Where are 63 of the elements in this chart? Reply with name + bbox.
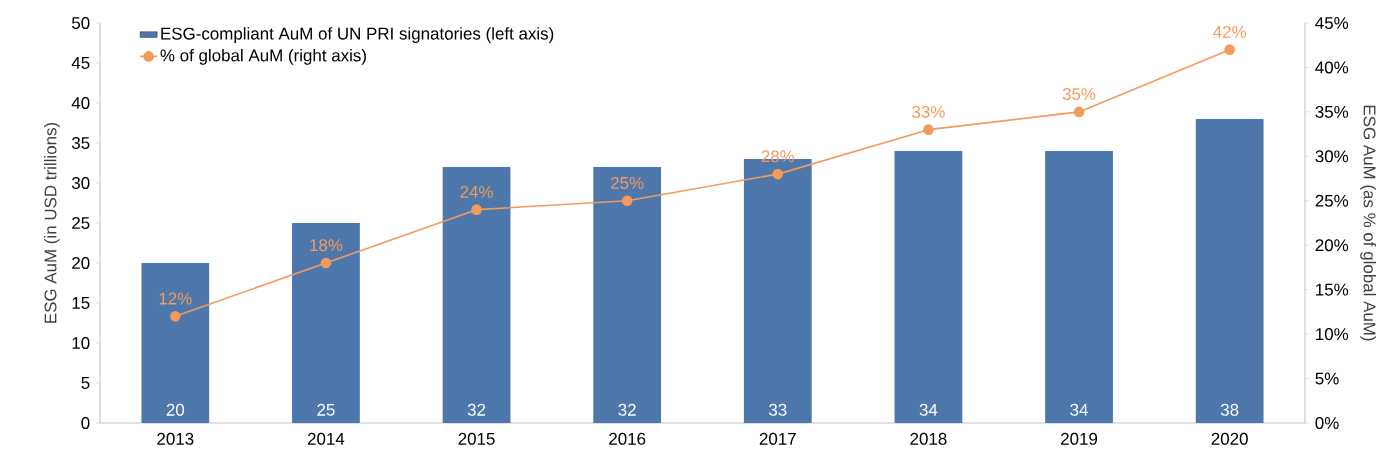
- y-tick-label: 30: [71, 177, 90, 189]
- point: [1073, 106, 1085, 118]
- legend-label: % of global AuM (right axis): [160, 48, 366, 65]
- y2-tick-label: 15%: [1316, 283, 1349, 296]
- y2-tick-label: 45%: [1315, 17, 1349, 29]
- data-label: 25: [317, 403, 335, 416]
- x-tick-label: 2018: [910, 432, 947, 445]
- data-label: 20: [166, 403, 185, 416]
- bar: [1195, 119, 1264, 423]
- y2-tick-label: 20%: [1315, 239, 1349, 252]
- data-label: 32: [467, 403, 486, 416]
- data-label: 42%: [1213, 25, 1246, 38]
- x-tick-label: 2014: [307, 432, 345, 445]
- y2-tick-label: 40%: [1315, 61, 1349, 74]
- data-label: 35%: [1062, 88, 1096, 101]
- y-tick-label: 15: [72, 297, 90, 309]
- x-tick-label: 2019: [1061, 432, 1098, 445]
- y2-axis-title: ESG AuM (as % of global AuM): [1360, 105, 1376, 341]
- x-tick-label: 2016: [609, 432, 646, 445]
- y2-tick-label: 30%: [1315, 150, 1349, 163]
- bar: [141, 263, 210, 423]
- x-tick-label: 2017: [759, 432, 796, 445]
- data-label: 12%: [159, 292, 192, 305]
- point: [621, 195, 633, 207]
- legend-label: ESG-compliant AuM of UN PRI signatories (left axis): [161, 27, 554, 43]
- point: [320, 257, 332, 269]
- data-label: 33: [769, 403, 787, 416]
- point: [170, 311, 181, 322]
- y2-tick-label: 10%: [1316, 328, 1349, 341]
- y2-tick-label: 25%: [1315, 194, 1349, 207]
- y2-tick-label: 5%: [1315, 372, 1339, 385]
- y-tick-label: 10: [72, 337, 90, 349]
- data-label: 33%: [912, 105, 945, 118]
- y-tick-label: 20: [72, 257, 90, 269]
- data-label: 24%: [460, 185, 493, 198]
- y-tick-label: 40: [71, 97, 90, 109]
- bar: [442, 167, 511, 423]
- point: [1224, 44, 1235, 55]
- y-tick-label: 45: [71, 57, 90, 69]
- x-tick-label: 2015: [458, 432, 495, 445]
- y2-tick-label: 0%: [1315, 417, 1339, 429]
- bar: [292, 223, 360, 423]
- y-axis-title: ESG AuM (in USD trillions): [44, 122, 60, 323]
- bar: [593, 167, 662, 423]
- point: [471, 204, 482, 215]
- bar: [894, 151, 963, 423]
- point: [772, 168, 784, 180]
- y-tick-label: 50: [71, 17, 90, 29]
- y2-tick-label: 35%: [1315, 105, 1349, 118]
- y-tick-label: 35: [71, 137, 90, 149]
- data-label: 38: [1220, 403, 1239, 416]
- data-label: 18%: [310, 239, 343, 252]
- data-label: 32: [618, 403, 636, 416]
- y-tick-label: 5: [81, 377, 90, 389]
- data-label: 34: [919, 403, 938, 416]
- y-tick-label: 25: [72, 217, 90, 229]
- bar: [1045, 151, 1113, 423]
- point: [923, 124, 934, 135]
- data-label: 34: [1070, 403, 1088, 416]
- x-tick-label: 2013: [157, 432, 194, 445]
- y-tick-label: 0: [81, 417, 90, 429]
- data-label: 25%: [611, 176, 644, 189]
- x-tick-label: 2020: [1211, 432, 1248, 445]
